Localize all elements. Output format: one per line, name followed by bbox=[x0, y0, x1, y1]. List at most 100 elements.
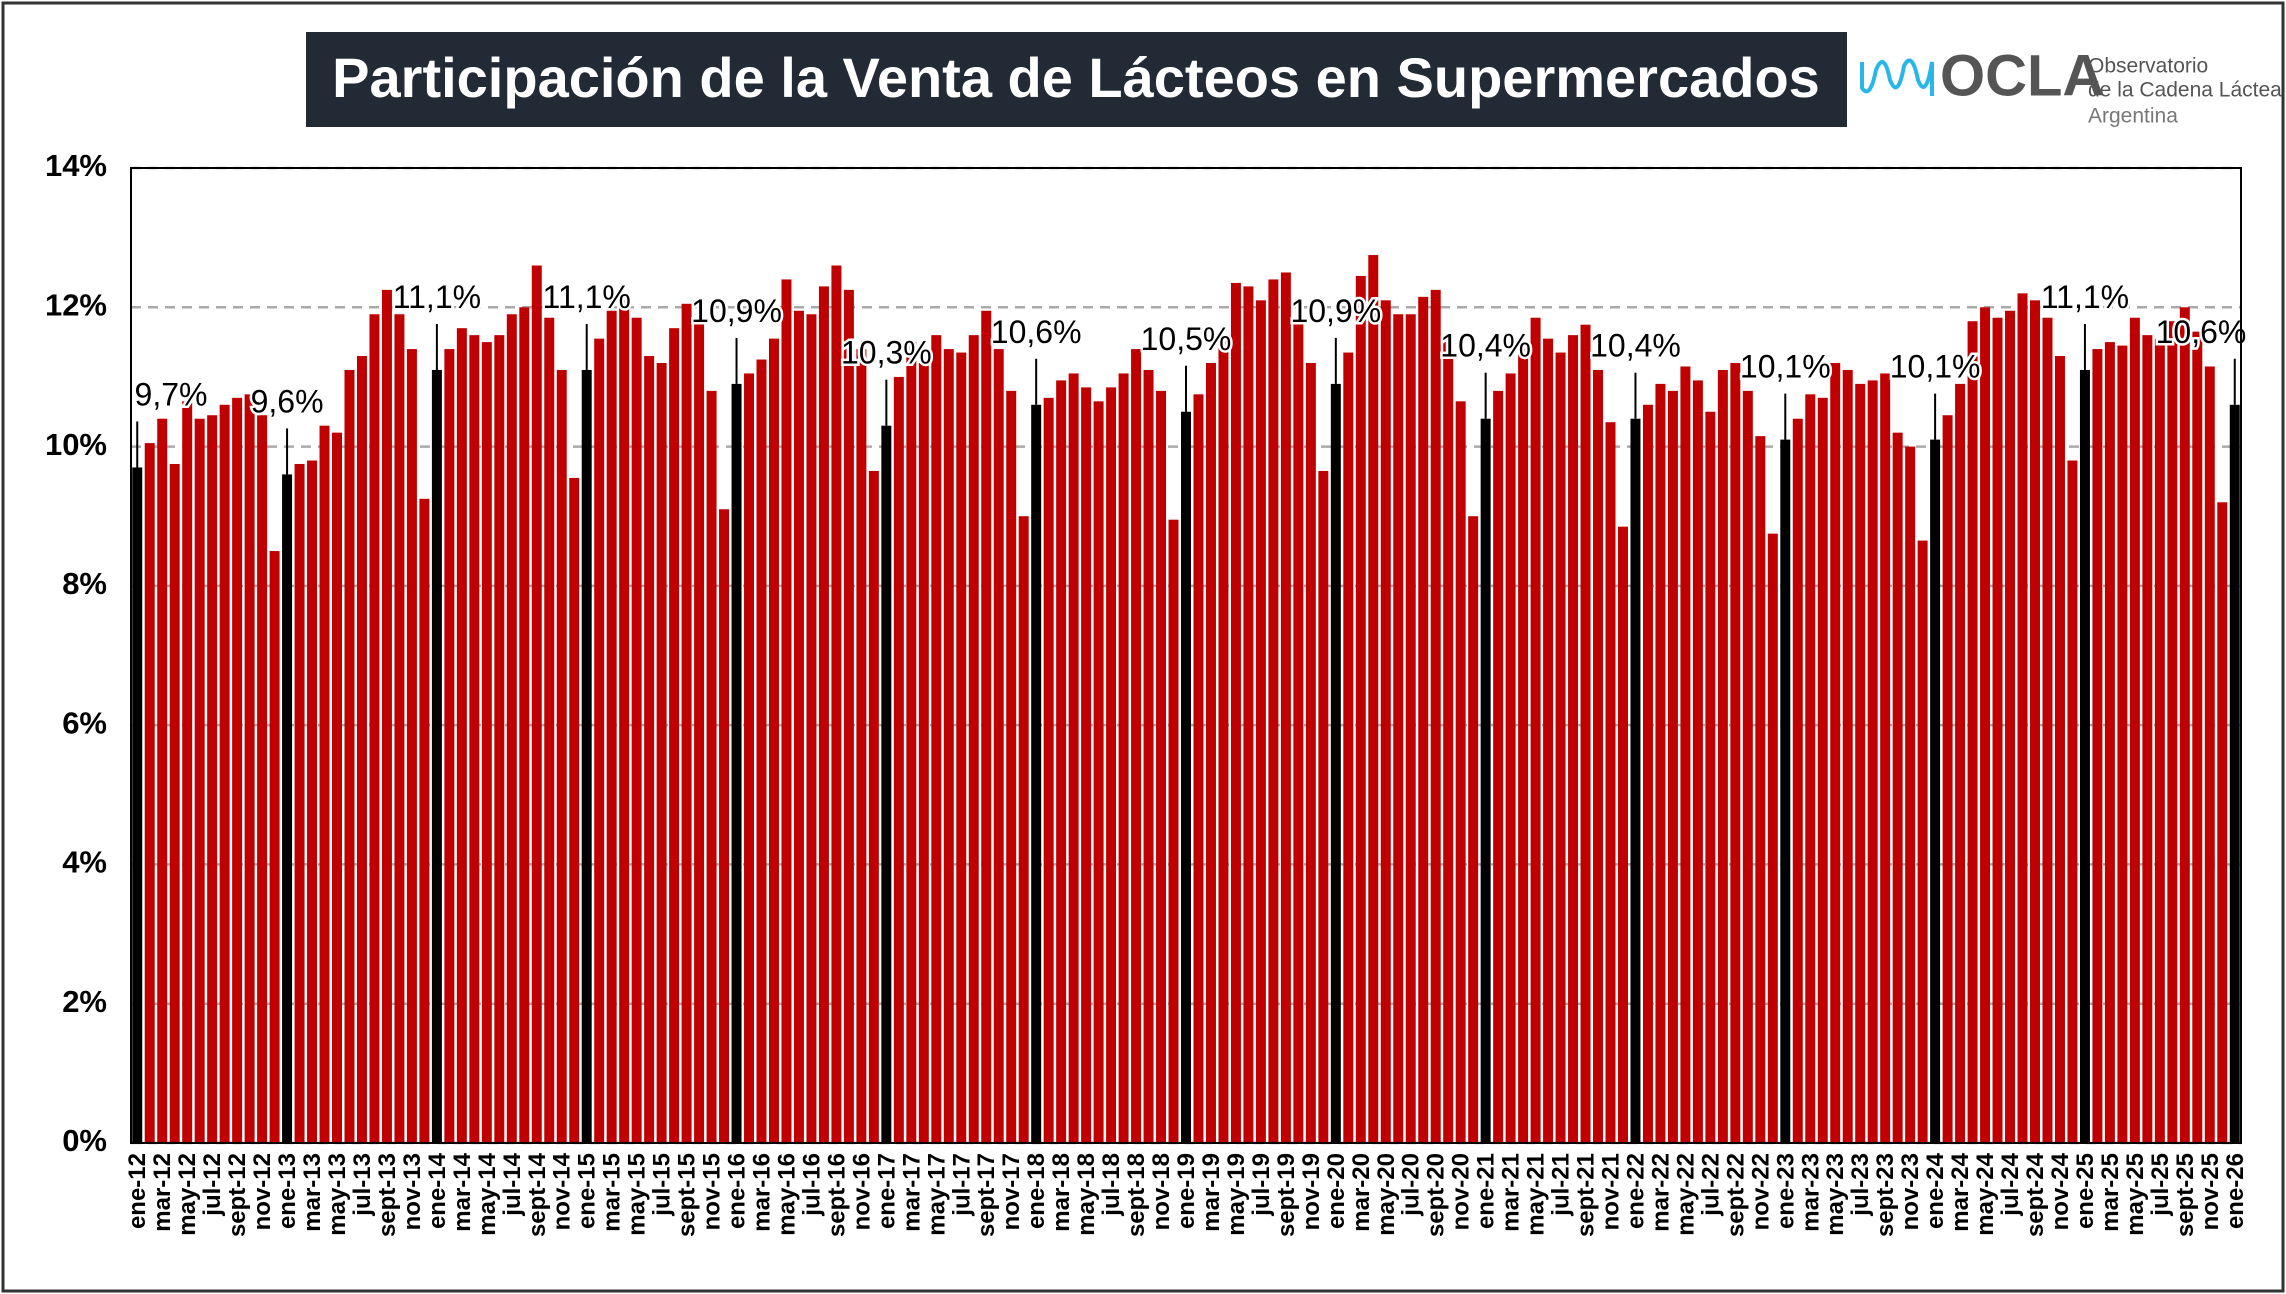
bar bbox=[2217, 502, 2228, 1143]
bar bbox=[269, 551, 280, 1143]
title-box bbox=[306, 32, 1847, 127]
bar bbox=[1692, 380, 1703, 1143]
x-tick-label: ene-12 bbox=[124, 1153, 151, 1229]
x-tick-label: ene-17 bbox=[873, 1153, 900, 1229]
bar bbox=[244, 394, 255, 1143]
bar bbox=[294, 463, 305, 1143]
x-tick-label: sept-22 bbox=[1722, 1153, 1749, 1237]
x-tick-label: ene-26 bbox=[2222, 1153, 2249, 1229]
bar bbox=[332, 432, 342, 1144]
bar bbox=[868, 470, 879, 1144]
x-tick-label: jul-23 bbox=[1847, 1153, 1874, 1217]
bar bbox=[1380, 300, 1391, 1144]
x-tick-label: jul-15 bbox=[649, 1153, 676, 1217]
x-tick-label: sept-21 bbox=[1573, 1153, 1600, 1237]
data-label: 10,4% bbox=[1440, 328, 1531, 364]
bar bbox=[1106, 387, 1117, 1143]
bar bbox=[1867, 380, 1878, 1143]
bar bbox=[232, 397, 243, 1144]
data-label: 9,6% bbox=[251, 383, 324, 419]
x-tick-label: nov-19 bbox=[1298, 1153, 1325, 1230]
bar bbox=[1942, 415, 1953, 1143]
bar bbox=[2179, 307, 2190, 1143]
x-tick-label: mar-22 bbox=[1647, 1153, 1674, 1232]
x-tick-label: sept-16 bbox=[823, 1153, 850, 1237]
x-tick-label: may-24 bbox=[1972, 1152, 1999, 1235]
bar bbox=[1455, 401, 1466, 1143]
bar bbox=[1468, 516, 1479, 1143]
x-tick-label: sept-17 bbox=[973, 1153, 1000, 1237]
x-tick-label: mar-13 bbox=[299, 1153, 326, 1232]
bar bbox=[831, 265, 842, 1143]
x-tick-label: may-22 bbox=[1672, 1153, 1699, 1236]
bar bbox=[2129, 317, 2140, 1143]
x-tick-label: may-21 bbox=[1523, 1153, 1550, 1236]
bar bbox=[1430, 289, 1441, 1143]
x-tick-label: sept-14 bbox=[524, 1152, 551, 1237]
bar bbox=[1056, 380, 1067, 1143]
bar bbox=[1855, 383, 1866, 1144]
y-tick-label: 12% bbox=[45, 287, 107, 322]
x-tick-label: ene-14 bbox=[424, 1152, 451, 1229]
x-tick-label: mar-24 bbox=[1947, 1152, 1974, 1231]
bar bbox=[1930, 439, 1941, 1143]
x-tick-label: sept-19 bbox=[1273, 1153, 1300, 1237]
x-tick-label: sept-12 bbox=[224, 1153, 251, 1237]
bar bbox=[506, 314, 517, 1143]
bar bbox=[1805, 394, 1816, 1143]
bar bbox=[681, 303, 692, 1143]
data-label: 11,1% bbox=[2041, 279, 2129, 315]
bar bbox=[818, 286, 829, 1144]
bar bbox=[394, 314, 405, 1143]
bar bbox=[756, 359, 767, 1144]
labels: 9,7% 9,6% 11,1% 11,1% 10,9% 10,3% 10,6% 10,5% 10… bbox=[132, 276, 2249, 475]
bar bbox=[2042, 317, 2053, 1143]
bar bbox=[207, 415, 218, 1143]
chart-title: Participación de la Venta de Lácteos en … bbox=[332, 46, 1820, 109]
bar bbox=[1842, 369, 1853, 1143]
y-tick-label: 10% bbox=[45, 427, 107, 462]
x-tick-label: ene-25 bbox=[2072, 1153, 2099, 1229]
bar bbox=[282, 474, 293, 1143]
x-tick-label: nov-18 bbox=[1148, 1153, 1175, 1230]
x-tick-label: mar-12 bbox=[149, 1153, 176, 1232]
bar bbox=[1630, 418, 1641, 1143]
x-tick-label: nov-22 bbox=[1747, 1153, 1774, 1230]
data-label: 10,1% bbox=[1890, 349, 1981, 385]
bar bbox=[2167, 321, 2178, 1143]
bar bbox=[1593, 369, 1604, 1143]
x-tick-label: may-17 bbox=[923, 1153, 950, 1236]
bar bbox=[2204, 366, 2215, 1143]
bar bbox=[931, 335, 942, 1144]
bar bbox=[219, 404, 230, 1143]
bar bbox=[1717, 369, 1728, 1143]
bar bbox=[1543, 338, 1554, 1143]
x-tick-label: may-25 bbox=[2122, 1153, 2149, 1236]
data-label: 10,6% bbox=[2156, 314, 2247, 350]
y-tick-label: 8% bbox=[62, 566, 107, 601]
x-tick-label: ene-15 bbox=[574, 1153, 601, 1229]
bar bbox=[381, 289, 392, 1143]
x-tick-label: ene-23 bbox=[1772, 1153, 1799, 1229]
bar bbox=[1205, 363, 1216, 1143]
bar bbox=[1293, 317, 1304, 1143]
data-label: 10,9% bbox=[1290, 293, 1381, 329]
bar bbox=[1218, 338, 1229, 1143]
bar bbox=[806, 314, 817, 1143]
bar bbox=[1642, 404, 1653, 1143]
y-tick-label: 0% bbox=[62, 1123, 107, 1158]
x-tick-label: jul-22 bbox=[1697, 1153, 1724, 1217]
bar bbox=[1393, 314, 1404, 1143]
bar bbox=[1680, 366, 1691, 1143]
bar bbox=[781, 279, 792, 1143]
x-tick-label: ene-21 bbox=[1473, 1153, 1500, 1229]
x-tick-label: nov-12 bbox=[249, 1153, 276, 1230]
bar bbox=[669, 328, 680, 1143]
bar bbox=[981, 310, 992, 1144]
x-tick-label: may-13 bbox=[324, 1153, 351, 1236]
bar bbox=[644, 356, 655, 1143]
bar bbox=[1730, 363, 1741, 1143]
x-tick-label: may-12 bbox=[174, 1153, 201, 1236]
x-tick-label: ene-22 bbox=[1622, 1153, 1649, 1229]
